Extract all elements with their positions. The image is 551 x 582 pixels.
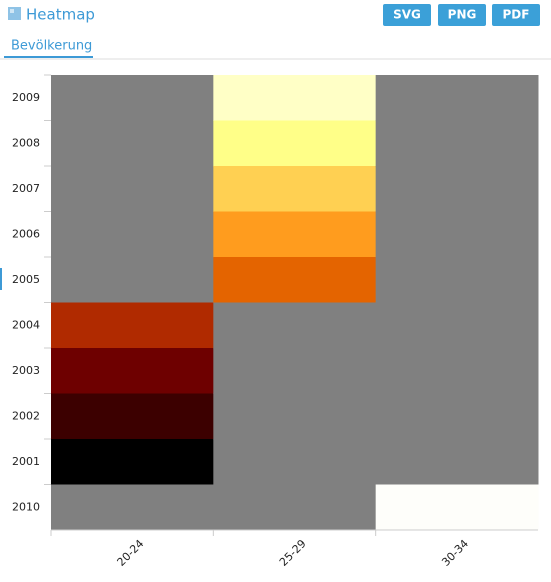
heatmap-cell bbox=[213, 75, 377, 121]
heatmap-cell bbox=[213, 484, 377, 531]
export-button-label[interactable]: PDF bbox=[503, 8, 530, 22]
heatmap-cell bbox=[51, 120, 214, 167]
y-tick-label: 2009 bbox=[12, 91, 40, 104]
heatmap-cell bbox=[213, 393, 377, 440]
heatmap-cell bbox=[51, 484, 214, 531]
y-tick-label: 2001 bbox=[12, 455, 40, 468]
heatmap-cell bbox=[213, 257, 377, 303]
x-tick-label: 30-34 bbox=[439, 537, 471, 569]
y-tick-label: 2006 bbox=[12, 227, 40, 240]
export-button[interactable] bbox=[383, 4, 431, 26]
export-button-label[interactable]: SVG bbox=[393, 8, 421, 22]
heatmap-cell bbox=[213, 120, 377, 167]
header-title: Heatmap bbox=[26, 6, 95, 24]
heatmap-cell bbox=[375, 348, 539, 394]
heatmap-cell bbox=[375, 439, 539, 485]
y-tick-label: 2010 bbox=[12, 500, 40, 513]
heatmap-cell bbox=[375, 257, 539, 303]
heatmap-cell bbox=[51, 439, 214, 485]
heatmap-icon bbox=[8, 7, 21, 20]
heatmap-cell bbox=[375, 75, 539, 121]
heatmap-cell bbox=[51, 393, 214, 440]
heatmap-cell bbox=[51, 211, 214, 258]
y-tick-label: 2005 bbox=[12, 273, 40, 286]
heatmap-cell bbox=[375, 120, 539, 167]
heatmap-icon-cell bbox=[10, 9, 14, 13]
heatmap-cell bbox=[213, 211, 377, 258]
heatmap-cell bbox=[375, 393, 539, 440]
y-tick-label: 2008 bbox=[12, 136, 40, 149]
heatmap-cell bbox=[51, 348, 214, 394]
x-tick-label: 20-24 bbox=[115, 537, 147, 569]
heatmap-cell bbox=[51, 166, 214, 212]
heatmap-cell bbox=[375, 484, 539, 531]
heatmap-cell bbox=[375, 302, 539, 349]
heatmap-cell bbox=[375, 211, 539, 258]
tab-underline bbox=[4, 56, 93, 58]
tab[interactable]: Bevölkerung bbox=[11, 39, 92, 54]
heatmap-cell bbox=[51, 75, 214, 121]
y-tick-label: 2002 bbox=[12, 409, 40, 422]
heatmap-cell bbox=[213, 166, 377, 212]
heatmap-cell bbox=[213, 439, 377, 485]
x-tick-label: 25-29 bbox=[277, 537, 309, 569]
heatmap-cell bbox=[375, 166, 539, 212]
y-tick-label: 2003 bbox=[12, 364, 40, 377]
heatmap-cell bbox=[213, 302, 377, 349]
heatmap-cell bbox=[213, 348, 377, 394]
y-tick-label: 2004 bbox=[12, 318, 40, 331]
y-tick-label: 2007 bbox=[12, 182, 40, 195]
export-button-label[interactable]: PNG bbox=[448, 8, 477, 22]
heatmap-cell bbox=[51, 257, 214, 303]
scroll-indicator bbox=[0, 268, 2, 290]
heatmap-cell bbox=[51, 302, 214, 349]
export-button[interactable] bbox=[492, 4, 540, 26]
export-button[interactable] bbox=[438, 4, 486, 26]
